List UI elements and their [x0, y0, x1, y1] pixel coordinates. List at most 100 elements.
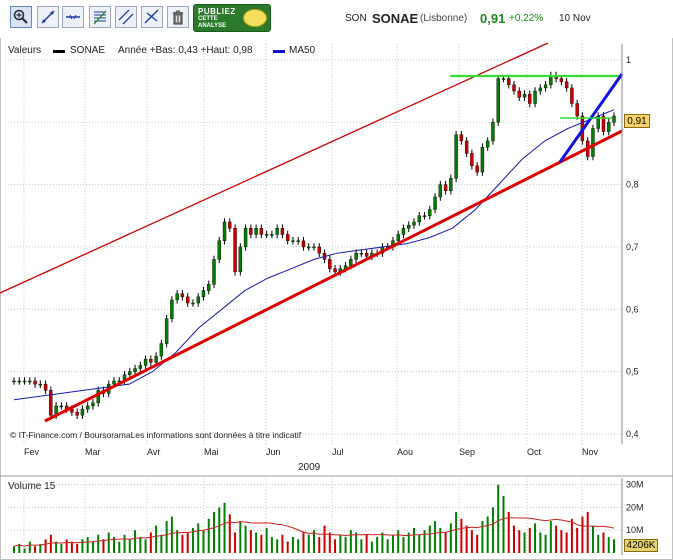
- cross-line-tool-button[interactable]: [141, 6, 163, 28]
- volume-bar: [270, 537, 273, 553]
- volume-bar: [302, 532, 305, 553]
- candle-body: [164, 318, 169, 344]
- candle-body: [149, 358, 153, 363]
- volume-bar: [55, 541, 58, 553]
- fibonacci-tool-button[interactable]: [89, 6, 111, 28]
- candle-body: [364, 252, 369, 257]
- candle-body: [512, 84, 516, 92]
- volume-bar: [44, 539, 47, 553]
- candle-body: [564, 81, 569, 89]
- candle-body: [296, 240, 300, 242]
- last-price-tag: 0,91: [624, 114, 650, 128]
- volume-bar: [218, 507, 221, 553]
- candle-body: [407, 224, 411, 229]
- candle-body: [85, 405, 90, 410]
- candle-body: [238, 246, 243, 273]
- volume-bar: [402, 537, 405, 553]
- volume-bar: [191, 527, 194, 553]
- candle-body: [559, 78, 564, 82]
- volume-bar: [23, 548, 26, 553]
- candle-body: [422, 215, 427, 217]
- volume-bar: [549, 521, 552, 553]
- candle-body: [428, 209, 432, 216]
- volume-bar: [365, 534, 368, 553]
- x-tick-label: Jun: [266, 447, 281, 457]
- volume-bar: [286, 541, 289, 553]
- horizontal-line-tool-button[interactable]: [62, 6, 84, 28]
- volume-bar: [386, 539, 389, 553]
- drawing-toolbar: PUBLIEZ CETTE ANALYSE SON SONAE (Lisbonn…: [0, 0, 673, 38]
- volume-bar: [534, 523, 537, 553]
- promo-line-2: CETTE: [198, 16, 218, 22]
- volume-bar: [465, 525, 468, 553]
- volume-bar: [113, 537, 115, 553]
- volume-ma-line: [13, 517, 615, 547]
- volume-bar: [507, 511, 510, 553]
- channel-tool-button[interactable]: [115, 6, 137, 28]
- price-change: +0,22%: [509, 13, 544, 24]
- candle-body: [459, 134, 464, 142]
- candle-body: [280, 228, 285, 235]
- trendline-tool-button[interactable]: [37, 6, 59, 28]
- volume-bar: [370, 541, 373, 553]
- volume-bar: [513, 525, 515, 553]
- volume-bar: [481, 521, 484, 553]
- candle-body: [233, 228, 237, 273]
- volume-bar: [255, 532, 258, 553]
- volume-bar: [18, 543, 21, 553]
- candle-body: [443, 184, 448, 192]
- volume-bar: [486, 516, 489, 553]
- candle-body: [354, 252, 358, 260]
- volume-bar: [428, 525, 431, 553]
- volume-bar: [339, 534, 342, 553]
- volume-bar: [39, 543, 42, 553]
- publish-analysis-button[interactable]: PUBLIEZ CETTE ANALYSE: [193, 4, 271, 32]
- delete-tool-button[interactable]: [167, 6, 189, 28]
- candle-body: [180, 293, 185, 298]
- volume-bar: [81, 539, 84, 553]
- x-tick-label: Sep: [459, 447, 475, 457]
- ticker-code: SON: [345, 13, 367, 24]
- candle-body: [133, 368, 137, 372]
- volume-bar: [376, 537, 379, 553]
- candle-body: [12, 380, 16, 383]
- zoom-in-icon: [13, 9, 28, 24]
- x-tick-label: Fev: [24, 447, 40, 457]
- candle-body: [201, 290, 206, 298]
- candle-body: [449, 178, 453, 192]
- stock-name: SONAE: [372, 11, 419, 26]
- volume-bar: [323, 525, 326, 553]
- candle-body: [485, 140, 490, 148]
- candle-body: [80, 408, 85, 416]
- candle-body: [285, 234, 290, 241]
- volume-bar: [586, 511, 589, 553]
- y-tick-label: 0,6: [626, 304, 639, 314]
- ma50-line: [13, 109, 615, 401]
- candle-body: [401, 228, 406, 235]
- volume-bar: [107, 532, 110, 553]
- candle-body: [470, 153, 474, 167]
- zoom-tool-button[interactable]: [10, 6, 32, 28]
- volume-bar: [470, 530, 473, 553]
- x-tick-label: Mai: [204, 447, 219, 457]
- volume-bar: [213, 511, 215, 553]
- volume-bar: [128, 539, 131, 553]
- volume-bar: [28, 541, 31, 553]
- candle-body: [143, 358, 148, 366]
- candle-body: [259, 228, 264, 235]
- candle-body: [196, 296, 200, 304]
- volume-bar: [476, 534, 479, 553]
- candle-body: [59, 405, 64, 408]
- candle-body: [591, 128, 595, 157]
- candle-body: [264, 234, 269, 236]
- candle-body: [275, 228, 279, 235]
- volume-bar: [413, 527, 415, 553]
- candle-body: [191, 302, 195, 305]
- volume-bar: [70, 541, 73, 553]
- volume-tick-label: 10M: [626, 525, 644, 535]
- volume-bar: [597, 534, 600, 553]
- volume-bar: [13, 546, 15, 553]
- volume-bar: [260, 534, 263, 553]
- volume-bar: [176, 530, 179, 553]
- volume-bar: [297, 539, 300, 553]
